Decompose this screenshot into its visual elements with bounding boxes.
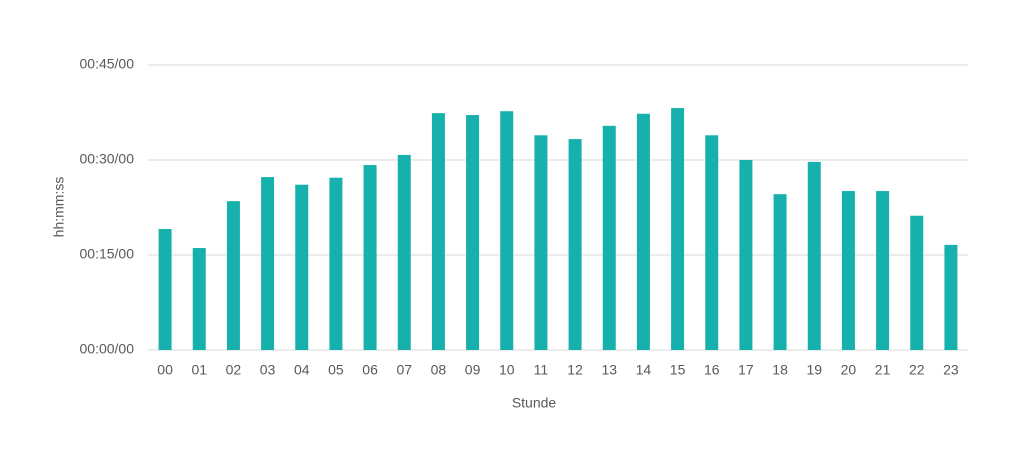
x-tick-label: 15	[670, 362, 686, 378]
x-tick-label: 10	[499, 362, 515, 378]
x-tick-label: 13	[601, 362, 617, 378]
x-tick-label: 06	[362, 362, 378, 378]
x-tick-label: 17	[738, 362, 754, 378]
bar	[466, 115, 480, 351]
x-axis-title: Stunde	[512, 395, 557, 411]
bar	[158, 229, 172, 350]
bar	[602, 125, 616, 350]
bar	[705, 135, 719, 350]
bar	[431, 113, 445, 350]
x-tick-label: 16	[704, 362, 720, 378]
bar	[910, 215, 924, 350]
x-tick-label: 21	[875, 362, 891, 378]
bar	[807, 161, 821, 350]
bar	[397, 154, 411, 350]
bar	[192, 248, 206, 350]
y-tick-label: 00:30/00	[80, 151, 135, 167]
x-tick-label: 19	[806, 362, 822, 378]
bar	[568, 139, 582, 350]
bar	[636, 113, 650, 351]
x-tick-label: 23	[943, 362, 959, 378]
x-tick-label: 07	[396, 362, 412, 378]
x-tick-label: 12	[567, 362, 583, 378]
bar	[500, 111, 514, 350]
bar	[671, 108, 685, 350]
x-tick-label: 14	[636, 362, 652, 378]
x-tick-label: 00	[157, 362, 173, 378]
bar	[226, 201, 240, 350]
bar	[295, 184, 309, 350]
x-tick-label: 02	[226, 362, 242, 378]
bar	[773, 194, 787, 350]
x-tick-label: 18	[772, 362, 788, 378]
bar	[534, 135, 548, 350]
x-tick-label: 03	[260, 362, 276, 378]
y-tick-label: 00:45/00	[80, 56, 135, 72]
x-tick-label: 11	[534, 362, 549, 378]
bar	[944, 244, 958, 350]
bar	[329, 177, 343, 350]
x-tick-label: 01	[191, 362, 207, 378]
bar	[739, 160, 753, 350]
x-tick-label: 04	[294, 362, 310, 378]
bar	[876, 191, 890, 350]
x-tick-label: 20	[841, 362, 857, 378]
y-tick-label: 00:00/00	[80, 341, 135, 357]
x-tick-label: 22	[909, 362, 925, 378]
x-tick-label: 09	[465, 362, 481, 378]
bar	[841, 191, 855, 350]
y-tick-label: 00:15/00	[80, 246, 135, 262]
bar	[261, 177, 275, 350]
bar	[363, 165, 377, 350]
x-tick-label: 08	[431, 362, 447, 378]
x-tick-label: 05	[328, 362, 344, 378]
y-axis-title: hh:mm:ss	[51, 177, 67, 238]
